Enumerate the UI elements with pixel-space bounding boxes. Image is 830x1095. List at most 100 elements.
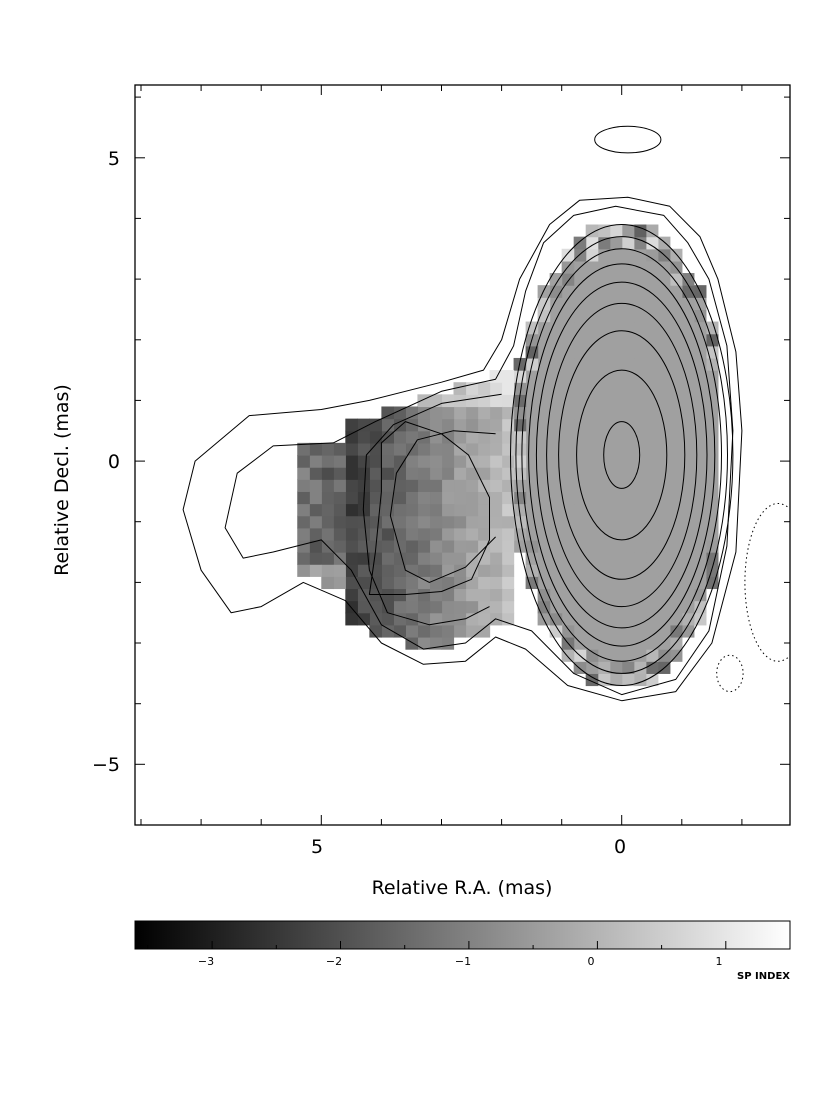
- pixel-698: [417, 552, 431, 565]
- pixel-589: [477, 588, 491, 602]
- pixel-33: [693, 479, 707, 492]
- pixel-158: [645, 576, 659, 590]
- pixel-38: [693, 418, 707, 432]
- pixel-302: [597, 673, 611, 687]
- pixel-319: [597, 467, 611, 480]
- pixel-665: [441, 442, 455, 456]
- pixel-55: [681, 564, 695, 577]
- pixel-594: [477, 527, 491, 541]
- pixel-692: [417, 624, 431, 638]
- pixel-154: [645, 624, 659, 638]
- colorbar-tick-label-minus-3: −3: [198, 955, 214, 968]
- pixel-563: [501, 382, 515, 395]
- pixel-531: [513, 503, 527, 517]
- pixel-99: [669, 418, 683, 432]
- pixel-685: [429, 455, 443, 468]
- pixel-395: [573, 455, 587, 468]
- pixel-844: [321, 455, 334, 468]
- pixel-663: [441, 467, 455, 480]
- pixel-451: [549, 588, 563, 602]
- pixel-300: [609, 236, 623, 250]
- pixel-433: [561, 418, 575, 432]
- pixel-804: [357, 418, 370, 432]
- pixel-495: [537, 406, 551, 420]
- pixel-424: [561, 527, 575, 541]
- pixel-167: [645, 467, 659, 480]
- pixel-596: [477, 503, 491, 517]
- pixel-447: [561, 248, 575, 262]
- pixel-358: [585, 455, 599, 468]
- pixel-31: [693, 503, 707, 517]
- pixel-72: [681, 357, 695, 371]
- pixel-174: [645, 382, 659, 395]
- negative-contour-1: [716, 654, 744, 693]
- pixel-292: [609, 333, 623, 347]
- pixel-286: [609, 406, 623, 420]
- pixel-127: [657, 503, 671, 517]
- pixel-520: [525, 406, 539, 420]
- plot-frame: [134, 84, 791, 826]
- pixel-624: [465, 418, 479, 432]
- pixel-666: [441, 430, 455, 444]
- pixel-857: [297, 564, 310, 577]
- pixel-477: [549, 273, 563, 286]
- pixel-616: [465, 515, 479, 529]
- pixel-217: [633, 321, 647, 335]
- pixel-856: [309, 442, 322, 456]
- axis-ticks: [135, 85, 790, 825]
- pixel-202: [633, 503, 647, 517]
- pixel-615: [465, 527, 479, 541]
- pixel-95: [669, 467, 683, 480]
- pixel-338: [597, 236, 611, 250]
- pixel-258: [621, 285, 635, 298]
- pixel-721: [405, 527, 419, 541]
- pixel-676: [429, 564, 443, 577]
- pixel-494: [537, 418, 551, 432]
- pixel-109: [669, 297, 683, 311]
- pixel-206: [633, 455, 647, 468]
- pixel-769: [381, 406, 394, 420]
- pixel-652: [441, 600, 455, 614]
- pixel-231: [621, 612, 635, 626]
- x-axis-title: Relative R.A. (mas): [372, 877, 553, 899]
- blob-contour: [594, 125, 662, 154]
- pixel-597: [477, 491, 491, 505]
- core-contour-2: [558, 330, 686, 580]
- pixel-556: [501, 467, 515, 480]
- pixel-208: [633, 430, 647, 444]
- pixel-461: [549, 467, 563, 480]
- pixel-432: [561, 430, 575, 444]
- pixel-342: [585, 649, 599, 662]
- core-contour-3: [546, 302, 698, 608]
- pixel-133: [657, 430, 671, 444]
- pixel-836: [321, 552, 334, 565]
- pixel-677: [429, 552, 443, 565]
- pixel-223: [633, 248, 647, 262]
- pixel-144: [657, 297, 671, 311]
- pixel-161: [645, 539, 659, 553]
- pixel-826: [333, 527, 346, 541]
- pixel-533: [513, 479, 527, 492]
- pixel-91: [669, 515, 683, 529]
- pixel-551: [501, 527, 515, 541]
- pixel-771: [369, 612, 382, 626]
- pixel-270: [609, 600, 623, 614]
- pixel-261: [621, 248, 635, 262]
- pixel-195: [633, 588, 647, 602]
- pixel-117: [657, 624, 671, 638]
- pixel-603: [477, 418, 491, 432]
- pixel-414: [561, 649, 575, 662]
- pixel-386: [573, 564, 587, 577]
- pixel-239: [621, 515, 635, 529]
- pixel-236: [621, 552, 635, 565]
- pixel-313: [597, 539, 611, 553]
- pixel-138: [657, 370, 671, 383]
- pixel-502: [537, 321, 551, 335]
- pixel-404: [573, 345, 587, 359]
- pixel-135: [657, 406, 671, 420]
- pixel-554: [501, 491, 515, 505]
- pixel-407: [573, 309, 587, 323]
- pixel-296: [609, 285, 623, 298]
- pixel-111: [669, 273, 683, 286]
- pixel-281: [609, 467, 623, 480]
